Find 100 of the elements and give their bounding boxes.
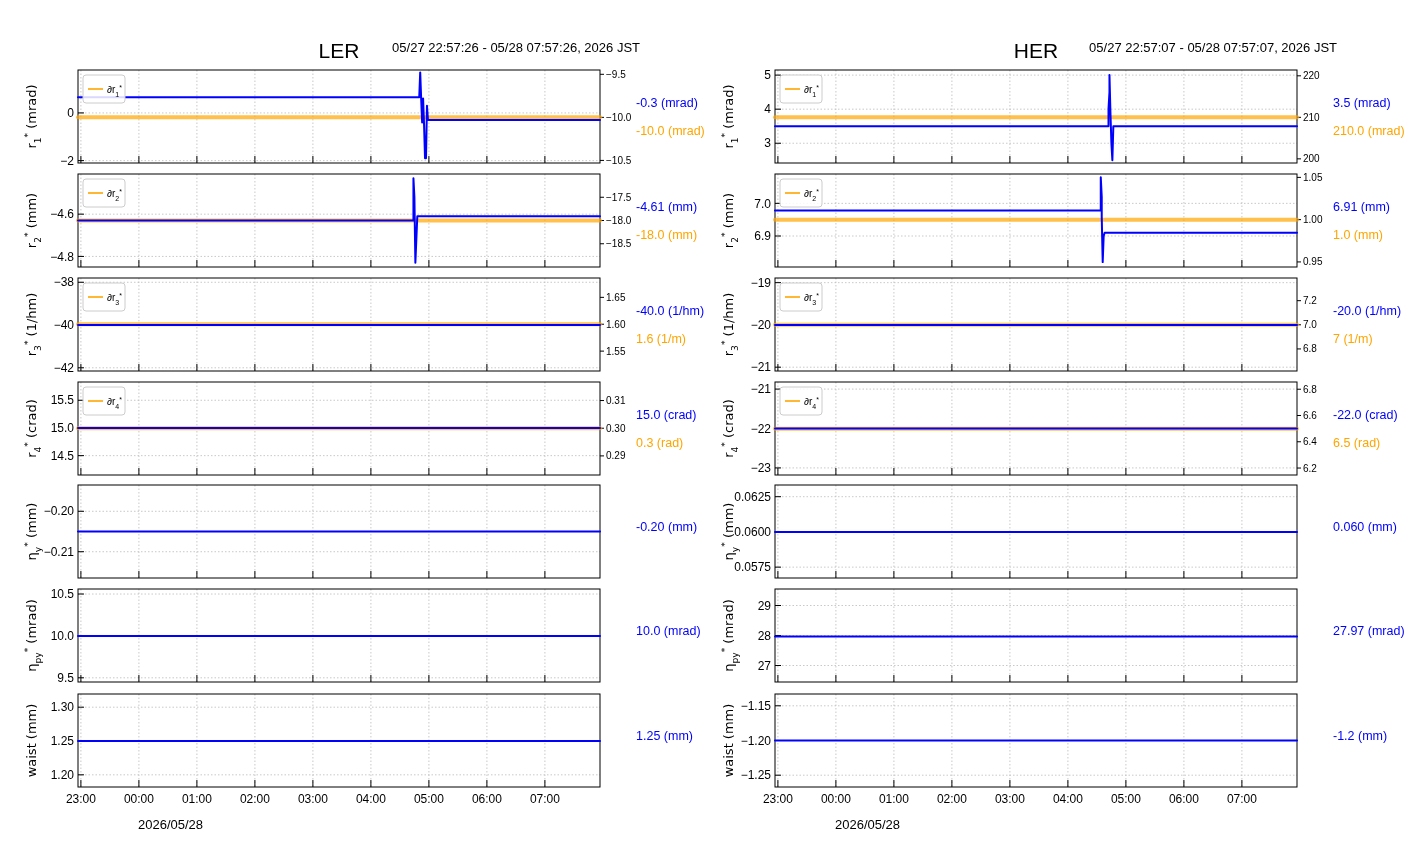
- y-tick-label: 15.0: [50, 421, 75, 436]
- y-tick-label: 15.5: [50, 393, 75, 408]
- y2-tick-label: 0.31: [606, 395, 626, 407]
- text: 0.3 (rad): [636, 435, 684, 450]
- chart-title: HER: [1013, 39, 1059, 62]
- chart-title: LER: [318, 39, 360, 62]
- y2-tick-label: −10.0: [606, 111, 632, 123]
- y2-tick-label: −17.5: [606, 191, 632, 203]
- y-tick-label: 0.0575: [734, 560, 772, 575]
- x-tick-label: 00:00: [820, 792, 852, 806]
- y-tick-label: 28: [757, 628, 772, 643]
- y-tick-label: 0: [67, 106, 75, 121]
- y-tick-label: 27: [757, 658, 772, 673]
- y-tick-label: 7.0: [754, 196, 772, 211]
- text: 6.91 (mm): [1333, 199, 1390, 214]
- y2-tick-label: −9.5: [606, 68, 627, 80]
- y2-tick-label: 200: [1303, 153, 1321, 165]
- y2-tick-label: 7.0: [1303, 319, 1318, 331]
- y2-tick-label: 6.8: [1303, 343, 1318, 355]
- y2-tick-label: 1.05: [1303, 171, 1323, 183]
- y-tick-label: 0.0625: [734, 489, 772, 504]
- y-tick-label: −4.6: [50, 207, 75, 222]
- y-axis-title: waist (mm): [721, 703, 736, 778]
- chart-subtitle: 05/27 22:57:07 - 05/28 07:57:07, 2026 JST: [1089, 40, 1338, 55]
- y-tick-label: −19: [750, 275, 772, 290]
- y-tick-label: −21: [750, 360, 772, 375]
- x-tick-label: 01:00: [878, 792, 910, 806]
- text: 27.97 (mrad): [1333, 623, 1405, 638]
- y2-tick-label: 210: [1303, 111, 1321, 123]
- y-tick-label: 10.5: [50, 587, 75, 602]
- y2-tick-label: 1.55: [606, 345, 626, 357]
- text: 1.6 (1/m): [636, 331, 687, 346]
- y-tick-label: 1.25: [50, 734, 75, 749]
- y2-tick-label: 0.95: [1303, 256, 1323, 268]
- y-tick-label: −23: [750, 461, 772, 476]
- y-tick-label: −4.8: [50, 249, 75, 264]
- y-tick-label: 1.20: [50, 768, 75, 783]
- text: -10.0 (mrad): [636, 123, 705, 138]
- y-tick-label: 4: [764, 102, 772, 117]
- y-tick-label: 5: [764, 68, 772, 83]
- x-tick-label: 07:00: [529, 792, 561, 806]
- y-tick-label: 14.5: [50, 448, 75, 463]
- x-tick-label: 04:00: [1052, 792, 1084, 806]
- line-series: [774, 74, 1298, 162]
- y2-tick-label: −18.5: [606, 238, 632, 250]
- y-tick-label: −38: [53, 275, 75, 290]
- y-tick-label: 3: [764, 136, 772, 151]
- x-tick-label: 01:00: [181, 792, 213, 806]
- x-tick-label: 03:00: [297, 792, 329, 806]
- y-tick-label: 0.0600: [734, 525, 772, 540]
- text: 6.5 (rad): [1333, 435, 1381, 450]
- text: 7 (1/m): [1333, 331, 1373, 346]
- text: 1.25 (mm): [636, 728, 693, 743]
- text: -0.20 (mm): [636, 519, 698, 534]
- y-tick-label: −0.20: [43, 504, 75, 519]
- y2-tick-label: 0.30: [606, 422, 626, 434]
- line-series: [77, 71, 601, 160]
- x-tick-label: 05:00: [1110, 792, 1142, 806]
- y2-tick-label: 6.4: [1303, 436, 1318, 448]
- text: -22.0 (crad): [1333, 407, 1398, 422]
- line-series: [774, 176, 1298, 264]
- y-tick-label: −2: [60, 153, 75, 168]
- text: -40.0 (1/hm): [636, 303, 705, 318]
- x-tick-label: 23:00: [65, 792, 97, 806]
- y2-tick-label: −10.5: [606, 154, 632, 166]
- y-tick-label: 1.30: [50, 700, 75, 715]
- y-tick-label: −0.21: [43, 544, 75, 559]
- text: -20.0 (1/hm): [1333, 303, 1402, 318]
- x-tick-label: 05:00: [413, 792, 445, 806]
- x-tick-label: 00:00: [123, 792, 155, 806]
- y-tick-label: −42: [53, 360, 75, 375]
- y2-tick-label: 1.60: [606, 318, 626, 330]
- line-series: [77, 177, 601, 264]
- x-tick-label: 06:00: [471, 792, 503, 806]
- y-tick-label: −21: [750, 382, 772, 397]
- y2-tick-label: 6.2: [1303, 462, 1318, 474]
- text: 3.5 (mrad): [1333, 95, 1391, 110]
- y2-tick-label: 1.65: [606, 291, 626, 303]
- x-tick-label: 04:00: [355, 792, 387, 806]
- y-tick-label: −22: [750, 421, 772, 436]
- x-tick-label: 02:00: [936, 792, 968, 806]
- text: 10.0 (mrad): [636, 623, 701, 638]
- y2-tick-label: 1.00: [1303, 214, 1323, 226]
- text: -4.61 (mm): [636, 199, 698, 214]
- y2-tick-label: 0.29: [606, 450, 626, 462]
- text: 0.060 (mm): [1333, 519, 1397, 534]
- x-tick-label: 06:00: [1168, 792, 1200, 806]
- y-tick-label: −1.25: [740, 768, 772, 783]
- y-tick-label: −1.15: [740, 699, 772, 713]
- x-axis-title: 2026/05/28: [835, 817, 901, 832]
- y-tick-label: 6.9: [754, 229, 772, 244]
- x-tick-label: 23:00: [762, 792, 794, 806]
- y-axis-title: waist (mm): [24, 703, 39, 778]
- text: 1.0 (mm): [1333, 227, 1383, 242]
- x-axis-title: 2026/05/28: [138, 817, 204, 832]
- text: 15.0 (crad): [636, 407, 697, 422]
- y-tick-label: −1.20: [740, 733, 772, 748]
- y-tick-label: 29: [757, 598, 772, 613]
- x-tick-label: 02:00: [239, 792, 271, 806]
- text: -18.0 (mm): [636, 227, 698, 242]
